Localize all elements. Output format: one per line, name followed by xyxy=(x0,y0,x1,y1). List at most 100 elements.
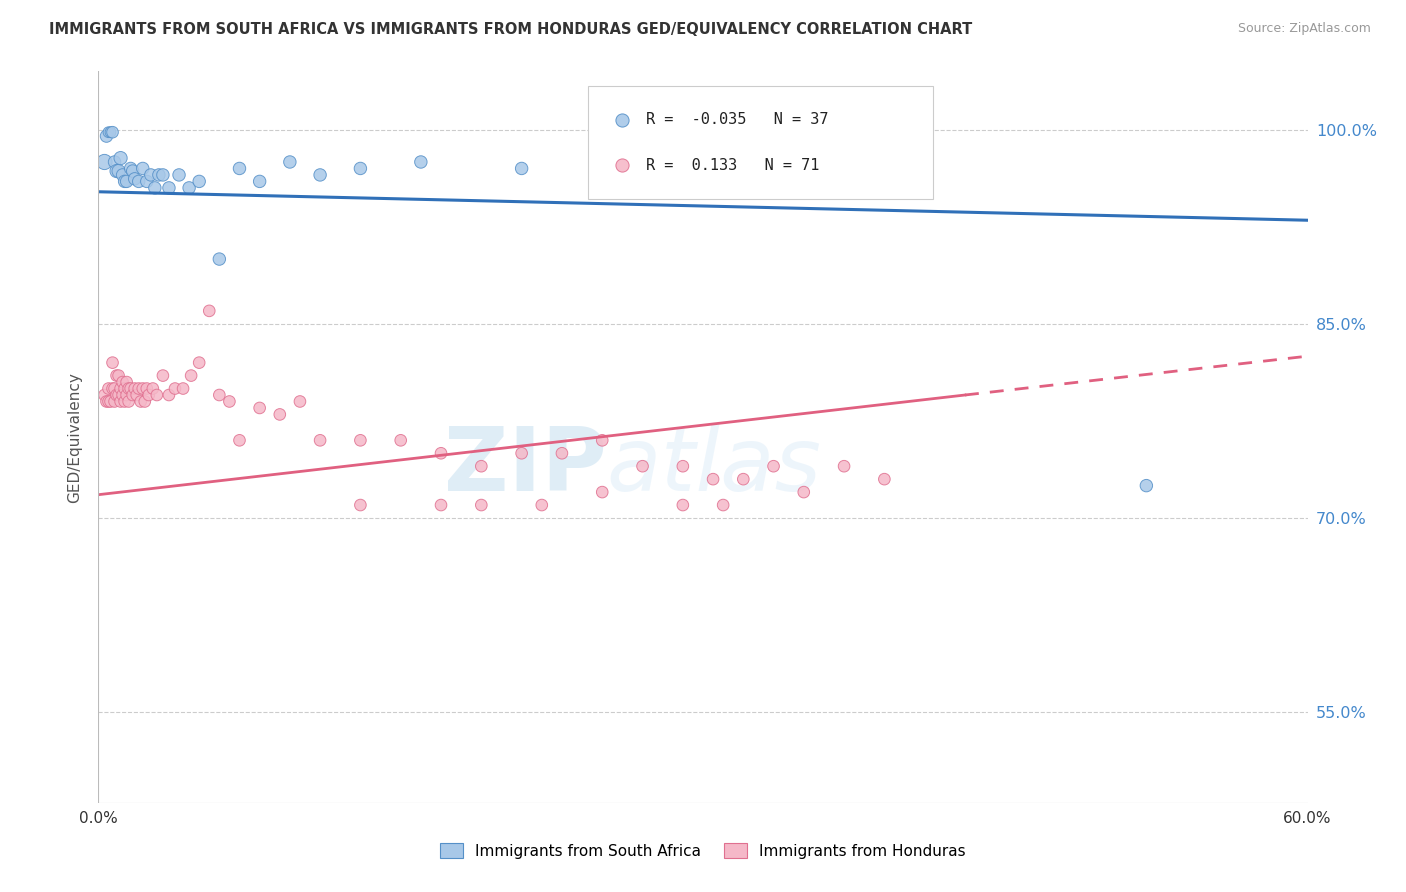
Point xyxy=(180,368,202,383)
Point xyxy=(179,181,201,195)
Point xyxy=(278,155,301,169)
Point xyxy=(114,382,136,396)
Point xyxy=(510,161,533,176)
Point xyxy=(672,498,695,512)
Point xyxy=(107,388,129,402)
Point xyxy=(115,375,138,389)
Point xyxy=(93,388,115,402)
Point xyxy=(711,498,734,512)
Point xyxy=(125,388,148,402)
Point xyxy=(349,161,371,176)
Point xyxy=(129,394,152,409)
Point xyxy=(135,174,157,188)
Point xyxy=(249,401,271,415)
Point xyxy=(118,382,141,396)
Point xyxy=(107,164,129,178)
Text: R =  0.133   N = 71: R = 0.133 N = 71 xyxy=(647,158,820,173)
Point xyxy=(100,394,122,409)
Point xyxy=(733,472,755,486)
Point xyxy=(309,168,332,182)
Point xyxy=(430,498,453,512)
Text: Source: ZipAtlas.com: Source: ZipAtlas.com xyxy=(1237,22,1371,36)
Point xyxy=(120,161,142,176)
Point xyxy=(672,151,695,165)
Point xyxy=(128,174,150,188)
Point xyxy=(110,151,132,165)
Point xyxy=(105,388,128,402)
Text: R =  -0.035   N = 37: R = -0.035 N = 37 xyxy=(647,112,828,128)
Point xyxy=(188,174,211,188)
Point xyxy=(110,394,132,409)
Point xyxy=(115,388,138,402)
Point xyxy=(172,382,194,396)
Text: IMMIGRANTS FROM SOUTH AFRICA VS IMMIGRANTS FROM HONDURAS GED/EQUIVALENCY CORRELA: IMMIGRANTS FROM SOUTH AFRICA VS IMMIGRAN… xyxy=(49,22,973,37)
Point xyxy=(97,382,120,396)
Point xyxy=(114,174,136,188)
Point xyxy=(124,171,146,186)
Point xyxy=(167,168,190,182)
Point xyxy=(309,434,332,448)
Point xyxy=(762,459,785,474)
Point xyxy=(163,382,186,396)
Point xyxy=(702,472,724,486)
Point xyxy=(832,459,855,474)
Point xyxy=(208,252,231,266)
Point xyxy=(470,498,492,512)
Point xyxy=(152,368,174,383)
Point xyxy=(188,356,211,370)
Point xyxy=(128,382,150,396)
Point xyxy=(124,382,146,396)
Point xyxy=(93,155,115,169)
Point xyxy=(672,459,695,474)
Y-axis label: GED/Equivalency: GED/Equivalency xyxy=(67,372,83,502)
Point xyxy=(157,181,180,195)
Point xyxy=(105,368,128,383)
Point xyxy=(97,125,120,139)
Point xyxy=(146,388,169,402)
Point xyxy=(228,161,250,176)
Point xyxy=(142,382,165,396)
Point xyxy=(157,388,180,402)
Point xyxy=(103,382,125,396)
Point xyxy=(115,174,138,188)
Point xyxy=(208,388,231,402)
Point xyxy=(218,394,240,409)
Point xyxy=(288,394,311,409)
Point xyxy=(138,388,160,402)
Point xyxy=(631,459,654,474)
Point xyxy=(470,459,492,474)
Point xyxy=(148,168,170,182)
Point xyxy=(349,498,371,512)
Legend: Immigrants from South Africa, Immigrants from Honduras: Immigrants from South Africa, Immigrants… xyxy=(434,837,972,864)
Point xyxy=(132,382,155,396)
Point xyxy=(103,155,125,169)
Point xyxy=(111,388,134,402)
Point xyxy=(121,388,143,402)
Point xyxy=(111,168,134,182)
Point xyxy=(228,434,250,448)
Point xyxy=(118,394,141,409)
Point xyxy=(873,472,896,486)
Point xyxy=(96,394,118,409)
Text: ZIP: ZIP xyxy=(443,423,606,510)
Point xyxy=(101,125,124,139)
Point xyxy=(389,434,412,448)
Point xyxy=(349,434,371,448)
Point xyxy=(107,368,129,383)
Point xyxy=(120,382,142,396)
Point xyxy=(591,155,613,169)
Point xyxy=(121,164,143,178)
Point xyxy=(249,174,271,188)
Point xyxy=(198,303,221,318)
Point xyxy=(101,382,124,396)
Point xyxy=(135,382,157,396)
Point xyxy=(111,375,134,389)
Point xyxy=(960,209,983,223)
Point xyxy=(97,394,120,409)
Point xyxy=(110,382,132,396)
Point xyxy=(101,356,124,370)
Point xyxy=(960,289,983,303)
FancyBboxPatch shape xyxy=(588,86,932,200)
Point xyxy=(591,485,613,500)
Point xyxy=(114,394,136,409)
